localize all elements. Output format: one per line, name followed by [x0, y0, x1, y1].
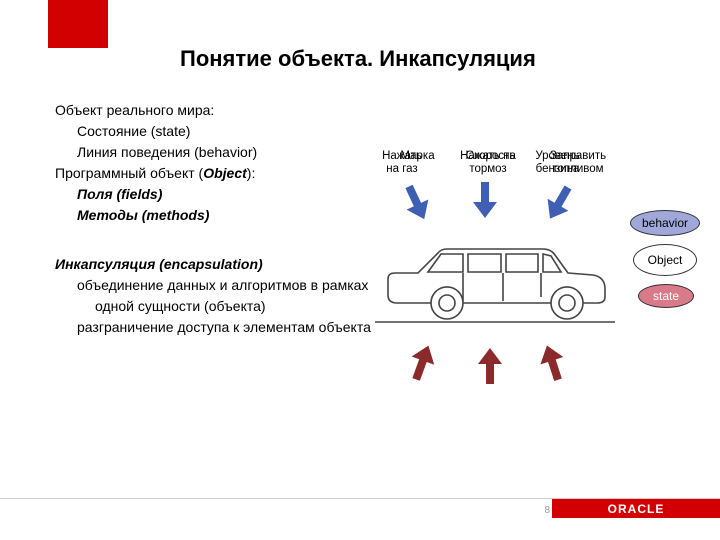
line-behavior: Линия поведения (behavior)	[77, 142, 395, 163]
label-level: Уровеньбензина	[530, 150, 585, 175]
label-brand: Марка	[395, 150, 440, 163]
line-real-object: Объект реального мира:	[55, 100, 395, 121]
page-number: 8	[544, 505, 550, 516]
line-state: Состояние (state)	[77, 121, 395, 142]
line-program-object: Программный объект (Object):	[55, 163, 395, 184]
ellipse-behavior: behavior	[630, 210, 700, 236]
oracle-logo: ORACLE	[552, 499, 720, 518]
footer: ORACLE 8	[0, 498, 720, 518]
diagram-svg	[365, 150, 715, 410]
line-methods: Методы (methods)	[77, 205, 395, 226]
text-fragment: ):	[247, 165, 256, 181]
line-encaps-def1: объединение данных и алгоритмов в рамках…	[55, 275, 395, 317]
line-encapsulation: Инкапсуляция (encapsulation)	[55, 254, 395, 275]
label-speed: Скорость	[463, 150, 518, 163]
car-diagram: Нажатьна газ Нажать натормоз Заправитьто…	[365, 150, 715, 410]
line-fields: Поля (fields)	[77, 184, 395, 205]
corner-red-block	[48, 0, 108, 48]
text-fragment-object: Object	[203, 165, 247, 181]
ellipse-state: state	[638, 284, 694, 308]
ellipse-object: Object	[633, 244, 697, 276]
slide-title: Понятие объекта. Инкапсуляция	[180, 46, 536, 72]
text-fragment: Программный объект (	[55, 165, 203, 181]
body-text: Объект реального мира: Состояние (state)…	[55, 100, 395, 338]
line-encaps-def2: разграничение доступа к элементам объект…	[55, 317, 395, 338]
